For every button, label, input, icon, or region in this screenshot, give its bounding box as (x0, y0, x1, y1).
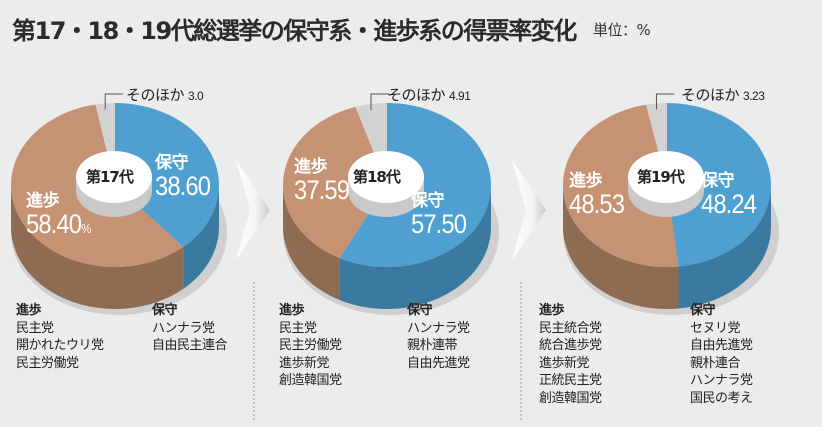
leader-line (370, 93, 390, 110)
conservative-label: 保守 57.50 (411, 186, 474, 238)
conservative-name: 保守 (701, 171, 734, 191)
other-value: 3.23 (743, 89, 765, 103)
party-name: セヌリ党 (690, 320, 741, 336)
progressive-value: 37.59 (294, 175, 350, 205)
party-name: 進歩新党 (539, 355, 590, 371)
conservative-value: 48.24 (701, 189, 757, 219)
other-label: そのほか 3.23 (681, 84, 765, 105)
party-name: 民主党 (16, 320, 54, 336)
progressive-value: 58.40 (26, 209, 82, 239)
center-hub (628, 151, 704, 203)
legend-header: 進歩 (279, 303, 305, 318)
party-name: ハンナラ党 (690, 373, 753, 388)
conservative-label: 保守 38.60 (155, 148, 218, 200)
legend-conservative: 保守ハンナラ党親朴連帯自由先進党 (407, 302, 470, 372)
legend-header: 進歩 (539, 303, 565, 318)
progressive-label: 進歩 37.59 (294, 152, 357, 204)
progressive-slice (283, 106, 387, 259)
unit-label: 単位：% (593, 21, 651, 39)
legend-progressive: 進歩民主党民主労働党進歩新党創造韓国党 (279, 302, 342, 390)
party-name: 親朴連合 (690, 355, 741, 371)
conservative-name: 保守 (411, 191, 444, 211)
percent-sign: % (81, 221, 91, 236)
party-name: ハンナラ党 (407, 320, 470, 336)
party-name: 進歩新党 (279, 355, 330, 371)
center-hub (76, 151, 152, 203)
other-value: 4.91 (449, 89, 471, 103)
legend-header: 進歩 (16, 303, 42, 318)
legend-header: 保守 (152, 303, 178, 318)
legend-conservative: 保守ハンナラ党自由民主連合 (152, 302, 228, 355)
era-label: 第19代 (637, 168, 685, 186)
progressive-name: 進歩 (26, 191, 60, 211)
party-name: 民主労働党 (279, 338, 342, 353)
party-name: 自由民主連合 (152, 338, 228, 353)
other-name: そのほか (681, 86, 740, 104)
pie-chart-19th (545, 0, 822, 427)
progressive-label: 進歩 58.40% (26, 186, 99, 242)
legend-header: 保守 (690, 303, 716, 318)
conservative-label: 保守 48.24 (701, 166, 764, 218)
legend-progressive: 進歩民主党開かれたウリ党 民主労働党 (16, 302, 104, 372)
conservative-value: 57.50 (411, 209, 467, 239)
party-name: 国民の考え (690, 390, 753, 406)
legend-progressive: 進歩民主統合党統合進歩党進歩新党正統民主党創造韓国党 (539, 302, 602, 407)
era-label: 第17代 (86, 168, 134, 186)
progressive-slice (563, 104, 679, 267)
party-name: 自由先進党 (407, 355, 470, 371)
conservative-value: 38.60 (155, 171, 211, 201)
other-name: そのほか (126, 86, 185, 104)
party-name: 開かれたウリ党 (16, 338, 104, 353)
party-name: 民主労働党 (16, 355, 79, 371)
legend-conservative: 保守セヌリ党自由先進党親朴連合ハンナラ党国民の考え (690, 302, 753, 407)
party-name: 自由先進党 (690, 338, 753, 353)
conservative-slice (667, 103, 771, 267)
leader-line (104, 93, 124, 110)
progressive-name: 進歩 (569, 171, 602, 191)
conservative-slice (115, 103, 219, 247)
center-hub (348, 151, 424, 203)
party-name: 統合進歩党 (539, 338, 602, 353)
other-label: そのほか 4.91 (387, 84, 471, 105)
party-name: 民主統合党 (539, 320, 602, 336)
party-name: 正統民主党 (539, 373, 602, 388)
progressive-name: 進歩 (294, 157, 327, 177)
page-title: 第17・18・19代総選挙の保守系・進歩系の得票率変化 (12, 17, 577, 45)
leader-line (655, 93, 675, 110)
divider (253, 282, 255, 420)
pie-chart-17th (0, 0, 260, 427)
other-label: そのほか 3.0 (126, 84, 204, 105)
progressive-value: 48.53 (569, 189, 625, 219)
progressive-label: 進歩 48.53 (569, 166, 632, 218)
legend-header: 保守 (407, 303, 433, 318)
other-name: そのほか (387, 86, 446, 104)
party-name: ハンナラ党 (152, 320, 215, 336)
era-label: 第18代 (353, 168, 401, 186)
arrow-right-icon (236, 160, 270, 260)
party-name: 創造韓国党 (539, 390, 602, 406)
other-value: 3.0 (188, 89, 204, 103)
party-name: 親朴連帯 (407, 338, 458, 353)
conservative-name: 保守 (155, 153, 188, 173)
party-name: 創造韓国党 (279, 373, 342, 388)
party-name: 民主党 (279, 320, 317, 336)
divider (520, 282, 522, 420)
arrow-right-icon (512, 160, 546, 260)
pie-chart-18th (265, 0, 525, 427)
